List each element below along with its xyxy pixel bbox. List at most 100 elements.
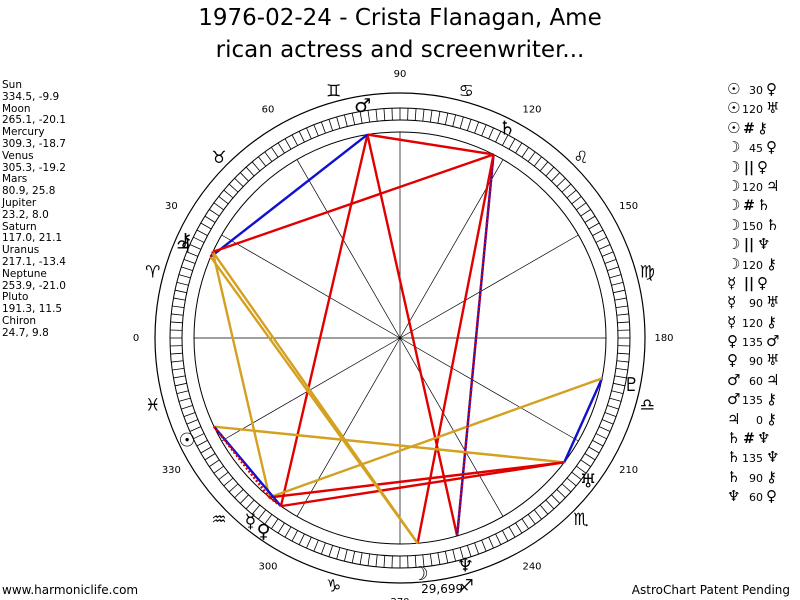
degree-tick xyxy=(186,251,199,257)
aspect-angle: 60 xyxy=(749,491,763,505)
degree-tick xyxy=(245,499,255,510)
aspect-planet-2: ♀ xyxy=(766,80,777,98)
degree-tick xyxy=(571,196,582,205)
position-value: 265.1, -20.1 xyxy=(2,114,66,127)
house-spoke xyxy=(296,337,401,517)
aspect-planet-2: ⚷ xyxy=(766,254,777,273)
degree-tick xyxy=(533,509,542,520)
degree-tick xyxy=(571,471,582,480)
position-value: 117.0, 21.1 xyxy=(2,232,63,245)
aspect-row: ☿ 90 ♅ xyxy=(727,293,799,312)
degree-tick xyxy=(336,547,341,560)
degree-tick xyxy=(588,222,600,230)
degree-tick xyxy=(271,147,279,158)
degree-label: 120 xyxy=(522,104,541,115)
aspect-angle: # xyxy=(743,120,755,137)
position-value: 191.3, 11.5 xyxy=(2,303,63,316)
aspect-planet-1: ☽ xyxy=(727,138,741,157)
degree-tick xyxy=(277,522,285,534)
aspect-planet-1: ♄ xyxy=(727,429,741,448)
degree-tick xyxy=(320,542,326,555)
aspect-planet-1: ☽ xyxy=(727,157,741,176)
degree-tick xyxy=(495,533,502,545)
aspect-row: ☽ 45 ♀ xyxy=(727,138,799,157)
degree-tick xyxy=(251,504,261,515)
chart-title-line-1: 1976-02-24 - Crista Flanagan, Ame xyxy=(198,5,602,31)
degree-label: 240 xyxy=(522,562,541,573)
aspect-planet-1: ♂ xyxy=(727,390,741,409)
aspect-planet-1: ☽ xyxy=(727,176,741,195)
aspect-planet-2: ⚷ xyxy=(766,409,777,428)
degree-tick xyxy=(204,453,216,461)
aspect-angle: 0 xyxy=(756,413,763,427)
degree-tick xyxy=(617,352,630,355)
degree-tick xyxy=(595,236,607,243)
aspect-line xyxy=(269,461,565,499)
zodiac-sign-icon: ♋ xyxy=(459,82,474,102)
degree-tick xyxy=(367,110,371,123)
degree-tick xyxy=(466,119,472,131)
aspect-row: ♀ 90 ♅ xyxy=(727,351,799,370)
conjunction-link xyxy=(455,154,495,537)
degree-tick xyxy=(375,554,378,567)
degree-tick xyxy=(459,116,464,129)
aspect-angle: 90 xyxy=(749,297,763,311)
degree-tick xyxy=(488,127,494,140)
aspect-angle: 120 xyxy=(742,258,763,272)
aspect-row: ♄ # ♆ xyxy=(727,429,799,448)
aspect-planet-1: ☉ xyxy=(727,80,741,98)
degree-tick xyxy=(527,514,536,525)
planet-icon: ♀ xyxy=(257,521,271,543)
degree-tick xyxy=(234,177,244,187)
planet-glyphs: ☉ ☽ ☿ ♀ ♂ ♃ ♄ ♅ ♆ ♇ ⚷ 29,699 xyxy=(175,95,640,596)
degree-tick xyxy=(359,552,363,565)
degree-tick xyxy=(613,382,626,387)
aspect-angle: 120 xyxy=(742,103,763,117)
house-spoke xyxy=(399,337,579,442)
aspect-row: ☽ 120 ♃ xyxy=(727,177,799,196)
degree-tick xyxy=(189,426,202,432)
chart-title: 1976-02-24 - Crista Flanagan, Ame rican … xyxy=(150,2,650,66)
aspect-planet-2: ♀ xyxy=(757,157,768,176)
degree-label: 0 xyxy=(133,333,139,344)
degree-tick xyxy=(615,367,628,371)
aspect-row: ☽ 150 ♄ xyxy=(727,216,799,235)
aspect-planet-2: ♄ xyxy=(766,215,780,234)
zodiac-sign-icon: ♈ xyxy=(145,263,160,283)
aspect-planet-1: ♆ xyxy=(727,487,741,506)
degree-tick xyxy=(218,196,229,205)
position-name: Sun xyxy=(2,79,22,91)
degree-tick xyxy=(437,111,441,124)
degree-tick xyxy=(170,352,183,355)
aspect-row: ☽ # ♄ xyxy=(727,196,799,215)
degree-tick xyxy=(264,151,273,162)
degree-tick xyxy=(515,522,523,534)
degree-tick xyxy=(601,251,614,257)
position-value: 305.3, -19.2 xyxy=(2,161,66,174)
aspect-row: ♂ 135 ⚷ xyxy=(727,390,799,409)
planet-icon: ♆ xyxy=(457,555,474,577)
aspect-angle: # xyxy=(743,198,755,215)
degree-tick xyxy=(508,138,516,150)
aspect-planet-1: ☿ xyxy=(727,273,737,292)
position-value: 80.9, 25.8 xyxy=(2,185,56,198)
aspect-planet-2: ⚷ xyxy=(766,390,777,409)
degree-tick xyxy=(598,244,611,250)
aspect-planet-1: ☽ xyxy=(727,215,741,234)
aspect-planet-1: ♄ xyxy=(727,448,741,467)
degree-tick xyxy=(481,539,487,552)
footer-website[interactable]: www.harmoniclife.com xyxy=(2,583,139,597)
zodiac-sign-icon: ♌ xyxy=(573,148,588,168)
degree-tick xyxy=(343,114,348,127)
degree-tick xyxy=(613,289,626,294)
degree-tick xyxy=(228,183,239,193)
aspect-row: ♄ 135 ♆ xyxy=(727,448,799,467)
aspect-planet-1: ☿ xyxy=(727,312,737,331)
aspect-planet-1: ☽ xyxy=(727,254,741,273)
degree-tick xyxy=(584,453,596,461)
outer-circle xyxy=(154,92,646,584)
position-name: Saturn xyxy=(2,220,37,233)
degree-tick xyxy=(383,555,386,568)
degree-tick xyxy=(367,553,371,566)
degree-tick xyxy=(533,156,542,167)
